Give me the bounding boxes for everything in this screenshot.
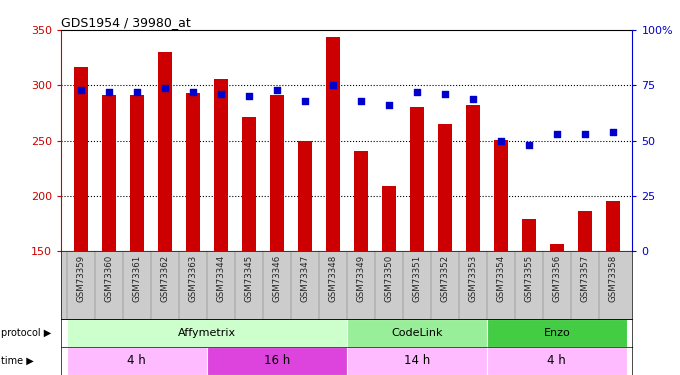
Bar <box>186 93 200 375</box>
Bar <box>487 347 627 375</box>
Text: GSM73359: GSM73359 <box>76 255 85 302</box>
Text: 14 h: 14 h <box>404 354 430 368</box>
Text: GSM73349: GSM73349 <box>356 255 365 302</box>
Bar <box>347 319 487 347</box>
Bar <box>466 105 480 375</box>
Text: GSM73358: GSM73358 <box>609 255 617 302</box>
Text: GSM73357: GSM73357 <box>580 255 590 302</box>
Text: GSM73362: GSM73362 <box>160 255 169 302</box>
Bar <box>270 95 284 375</box>
Bar <box>298 141 312 375</box>
Point <box>524 142 534 148</box>
Text: GSM73348: GSM73348 <box>328 255 337 302</box>
Bar <box>381 186 396 375</box>
Bar <box>494 140 508 375</box>
Text: GSM73352: GSM73352 <box>441 255 449 302</box>
Bar <box>326 37 340 375</box>
Bar <box>606 201 619 375</box>
Text: GSM73351: GSM73351 <box>412 255 422 302</box>
Text: Enzo: Enzo <box>543 328 570 338</box>
Point <box>439 91 450 97</box>
Text: GSM73345: GSM73345 <box>244 255 253 302</box>
Point <box>551 131 562 137</box>
Text: GSM73356: GSM73356 <box>552 255 561 302</box>
Text: GSM73355: GSM73355 <box>524 255 533 302</box>
Point <box>327 82 338 88</box>
Point <box>131 89 142 95</box>
Point <box>188 89 199 95</box>
Point <box>159 84 170 90</box>
Text: time ▶: time ▶ <box>1 356 33 366</box>
Text: GSM73353: GSM73353 <box>469 255 477 302</box>
Text: GSM73347: GSM73347 <box>301 255 309 302</box>
Text: 4 h: 4 h <box>547 354 566 368</box>
Point <box>299 98 310 104</box>
Bar <box>487 319 627 347</box>
Point <box>411 89 422 95</box>
Text: 16 h: 16 h <box>264 354 290 368</box>
Text: GSM73350: GSM73350 <box>384 255 393 302</box>
Bar <box>67 347 207 375</box>
Bar <box>354 151 368 375</box>
Text: CodeLink: CodeLink <box>391 328 443 338</box>
Point <box>607 129 618 135</box>
Point <box>579 131 590 137</box>
Bar <box>130 95 143 375</box>
Text: protocol ▶: protocol ▶ <box>1 328 51 338</box>
Point <box>103 89 114 95</box>
Bar <box>102 95 116 375</box>
Bar <box>67 319 347 347</box>
Point <box>243 93 254 99</box>
Point <box>384 102 394 108</box>
Bar <box>207 347 347 375</box>
Point <box>216 91 226 97</box>
Point <box>467 96 478 102</box>
Bar <box>578 211 592 375</box>
Bar <box>158 52 172 375</box>
Text: GSM73354: GSM73354 <box>496 255 505 302</box>
Point <box>75 87 86 93</box>
Text: Affymetrix: Affymetrix <box>177 328 236 338</box>
Text: GSM73360: GSM73360 <box>104 255 114 302</box>
Bar <box>522 219 536 375</box>
Bar <box>74 66 88 375</box>
Bar <box>438 124 452 375</box>
Point <box>271 87 282 93</box>
Text: 4 h: 4 h <box>127 354 146 368</box>
Bar <box>214 79 228 375</box>
Bar <box>347 347 487 375</box>
Point <box>356 98 367 104</box>
Text: GSM73344: GSM73344 <box>216 255 225 302</box>
Point <box>495 138 506 144</box>
Text: GSM73363: GSM73363 <box>188 255 197 302</box>
Text: GSM73361: GSM73361 <box>133 255 141 302</box>
Text: GSM73346: GSM73346 <box>272 255 282 302</box>
Bar <box>410 107 424 375</box>
Bar <box>550 243 564 375</box>
Text: GDS1954 / 39980_at: GDS1954 / 39980_at <box>61 16 191 29</box>
Bar <box>242 117 256 375</box>
